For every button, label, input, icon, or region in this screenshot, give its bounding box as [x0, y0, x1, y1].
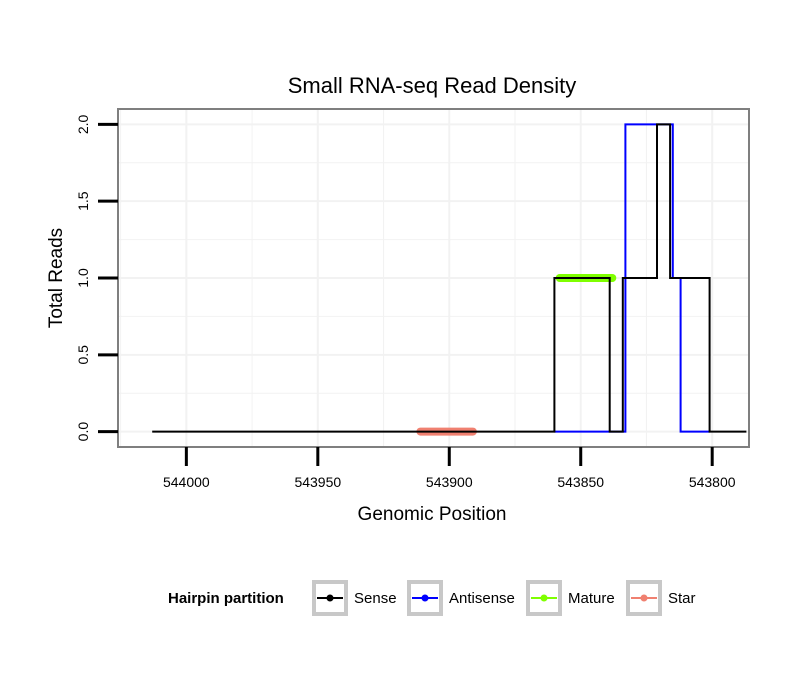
series-antisense-line — [554, 123, 710, 433]
x-tick-label: 543850 — [557, 474, 604, 490]
x-tick-label: 543900 — [426, 474, 473, 490]
series-sense-line — [152, 123, 747, 433]
y-tick-label: 1.0 — [75, 268, 91, 288]
legend: Hairpin partition Sense Antisense Mature St… — [168, 580, 696, 616]
legend-item-star: Star — [626, 580, 696, 616]
legend-key-point — [540, 594, 548, 602]
legend-item-mature: Mature — [526, 580, 615, 616]
legend-key-point — [640, 594, 648, 602]
x-tick-label: 544000 — [163, 474, 210, 490]
y-tick-label: 0.0 — [75, 422, 91, 442]
y-tick-label: 1.5 — [75, 191, 91, 211]
y-axis-title: Total Reads — [46, 228, 67, 328]
legend-label: Mature — [568, 590, 615, 607]
legend-label: Sense — [354, 590, 397, 607]
legend-item-sense: Sense — [312, 580, 397, 616]
x-axis: 544000 543950 543900 543850 543800 — [163, 447, 736, 490]
legend-item-antisense: Antisense — [407, 580, 515, 616]
y-tick-label: 0.5 — [75, 345, 91, 365]
legend-title: Hairpin partition — [168, 590, 284, 607]
legend-label: Star — [668, 590, 696, 607]
legend-key-point — [421, 594, 429, 602]
legend-label: Antisense — [449, 590, 515, 607]
legend-key-point — [326, 594, 334, 602]
y-tick-label: 2.0 — [75, 114, 91, 134]
x-tick-label: 543800 — [689, 474, 736, 490]
series-layer — [152, 123, 747, 436]
chart-title: Small RNA-seq Read Density — [288, 73, 577, 98]
x-axis-title: Genomic Position — [358, 504, 507, 525]
x-tick-label: 543950 — [294, 474, 341, 490]
y-axis: 0.0 0.5 1.0 1.5 2.0 — [75, 114, 118, 441]
